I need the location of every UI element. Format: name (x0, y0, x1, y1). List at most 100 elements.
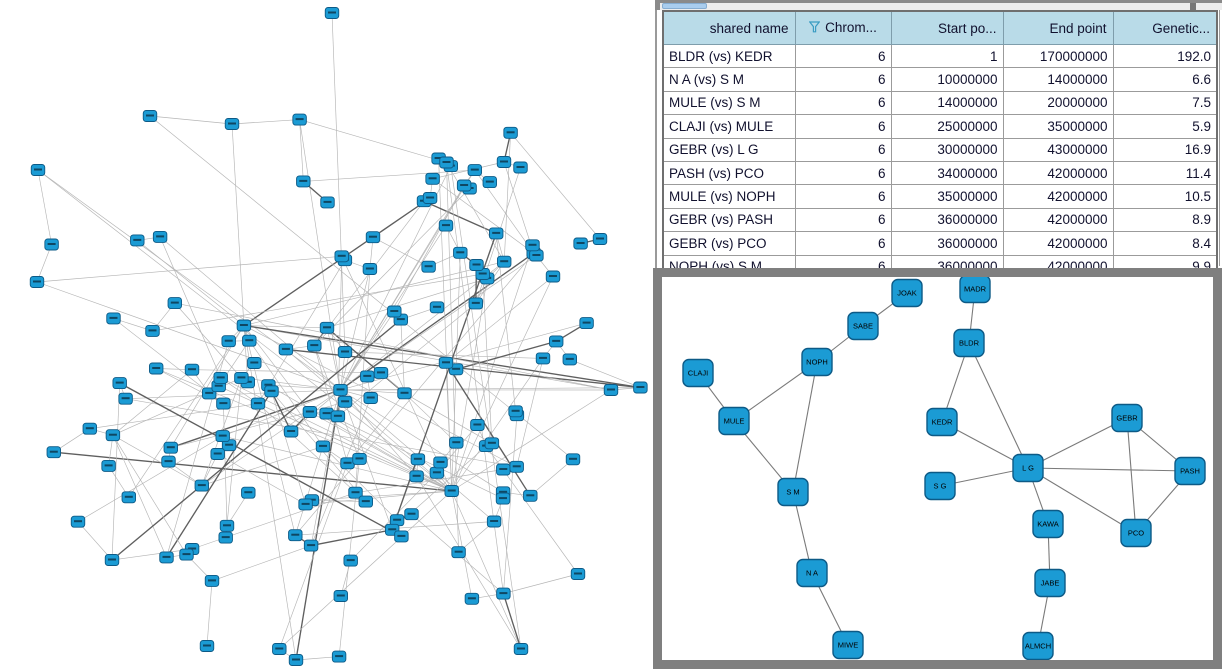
table-cell[interactable]: 6.6 (1112, 67, 1218, 92)
network-node[interactable] (397, 387, 412, 400)
network-node[interactable] (106, 312, 121, 325)
node-s-m[interactable]: S M (777, 477, 809, 507)
network-node[interactable] (104, 554, 120, 566)
node-madr[interactable]: MADR (959, 277, 991, 304)
network-node[interactable] (179, 548, 194, 561)
network-node[interactable] (469, 259, 484, 271)
network-node[interactable] (70, 515, 86, 528)
node-mule[interactable]: MULE (718, 406, 750, 436)
table-cell[interactable]: 1 (890, 43, 1004, 69)
network-node[interactable] (603, 384, 619, 396)
table-cell[interactable]: GEBR (vs) L G (662, 137, 796, 162)
network-node[interactable] (218, 531, 233, 544)
table-cell[interactable]: 42000000 (1002, 160, 1114, 186)
network-node[interactable] (264, 385, 279, 398)
table-cell[interactable]: 8.9 (1112, 207, 1218, 233)
table-cell[interactable]: 36000000 (890, 207, 1004, 233)
network-node[interactable] (302, 406, 318, 418)
network-node[interactable] (130, 234, 145, 247)
network-node[interactable] (331, 650, 347, 663)
network-node[interactable] (489, 227, 504, 240)
network-node[interactable] (307, 339, 322, 352)
node-pco[interactable]: PCO (1120, 518, 1152, 548)
node-noph[interactable]: NOPH (801, 347, 833, 377)
network-node[interactable] (496, 463, 511, 476)
node-claji[interactable]: CLAJI (682, 358, 714, 388)
network-node[interactable] (565, 453, 581, 466)
table-row[interactable]: BLDR (vs) KEDR 6 1 170000000 192.0 (662, 43, 1218, 69)
table-hscrollbar[interactable] (655, 0, 1222, 10)
network-node[interactable] (30, 164, 46, 176)
network-node[interactable] (513, 643, 529, 655)
network-node[interactable] (352, 452, 367, 465)
node-miwe[interactable]: MIWE (832, 630, 864, 660)
network-node[interactable] (429, 466, 445, 479)
node-bldr[interactable]: BLDR (953, 328, 985, 358)
network-node[interactable] (579, 317, 594, 330)
network-node[interactable] (394, 530, 409, 543)
network-node[interactable] (365, 231, 381, 244)
table-cell[interactable]: 192.0 (1112, 43, 1218, 69)
table-cell[interactable]: 34000000 (890, 160, 1004, 186)
table-row[interactable]: MULE (vs) S M 6 14000000 20000000 7.5 (662, 90, 1218, 116)
network-node[interactable] (545, 270, 561, 283)
network-node[interactable] (509, 460, 524, 473)
network-node[interactable] (456, 179, 472, 192)
network-node[interactable] (152, 230, 168, 243)
network-node[interactable] (523, 489, 538, 502)
network-node[interactable] (101, 459, 116, 472)
node-almch[interactable]: ALMCH (1022, 631, 1054, 660)
network-node[interactable] (161, 455, 176, 468)
network-node[interactable] (439, 156, 454, 169)
table-cell[interactable]: GEBR (vs) PCO (662, 231, 796, 256)
network-node[interactable] (592, 233, 608, 245)
network-node[interactable] (288, 529, 303, 542)
network-node[interactable] (234, 371, 249, 384)
network-node[interactable] (247, 357, 262, 369)
network-node[interactable] (444, 485, 459, 497)
network-node[interactable] (272, 643, 287, 655)
network-node[interactable] (215, 430, 230, 443)
table-cell[interactable]: BLDR (vs) KEDR (662, 43, 796, 69)
column-header-genetic-[interactable]: Genetic... (1112, 10, 1218, 45)
network-node[interactable] (333, 590, 348, 602)
network-node[interactable] (167, 297, 183, 310)
table-cell[interactable]: 170000000 (1002, 43, 1114, 69)
network-node[interactable] (142, 110, 158, 122)
network-node[interactable] (224, 118, 240, 130)
network-node[interactable] (163, 441, 179, 454)
table-cell[interactable]: 14000000 (1002, 67, 1114, 92)
node-sabe[interactable]: SABE (847, 311, 879, 341)
table-cell[interactable]: 16.9 (1112, 137, 1218, 162)
network-node[interactable] (348, 486, 363, 499)
table-cell[interactable]: 42000000 (1002, 184, 1114, 209)
scrollbar-thumb[interactable] (662, 3, 707, 9)
table-cell[interactable]: 6 (794, 184, 892, 209)
network-node[interactable] (288, 654, 304, 666)
table-row[interactable]: GEBR (vs) PASH 6 36000000 42000000 8.9 (662, 207, 1218, 233)
network-node[interactable] (82, 422, 98, 435)
table-cell[interactable]: 6 (794, 207, 892, 233)
node-gebr[interactable]: GEBR (1111, 403, 1143, 433)
network-node[interactable] (121, 491, 137, 504)
network-node[interactable] (570, 568, 586, 580)
table-cell[interactable]: PASH (vs) PCO (662, 160, 796, 186)
network-node[interactable] (549, 335, 564, 348)
table-cell[interactable]: 10000000 (890, 67, 1004, 92)
network-node[interactable] (470, 419, 485, 431)
table-cell[interactable]: GEBR (vs) PASH (662, 207, 796, 233)
network-node[interactable] (29, 276, 45, 288)
table-cell[interactable]: 6 (794, 231, 892, 256)
network-node[interactable] (387, 305, 402, 318)
table-cell[interactable]: 5.9 (1112, 114, 1218, 139)
network-node[interactable] (145, 324, 160, 337)
network-node[interactable] (503, 126, 518, 139)
network-node[interactable] (219, 519, 235, 532)
network-node[interactable] (319, 321, 335, 334)
table-row[interactable]: GEBR (vs) PCO 6 36000000 42000000 8.4 (662, 231, 1218, 256)
network-node[interactable] (482, 176, 497, 189)
network-node[interactable] (216, 397, 231, 410)
network-node[interactable] (337, 346, 353, 358)
table-cell[interactable]: 6 (794, 114, 892, 139)
network-node[interactable] (535, 352, 551, 365)
